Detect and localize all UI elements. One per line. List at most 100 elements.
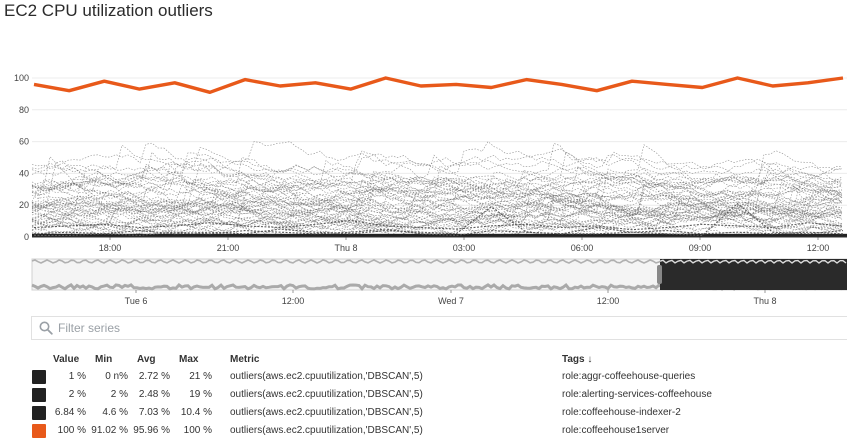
background-series-line [31,213,843,236]
background-series-line [31,181,843,216]
background-series-line [31,144,842,178]
row-tags: role:coffeehouse1server [562,425,670,436]
background-series-line [31,176,843,204]
row-min: 0 n% [105,371,128,382]
x-tick-label: 18:00 [99,243,122,253]
header-value[interactable]: Value [53,354,80,365]
x-tick-label: 21:00 [217,243,240,253]
x-tick-label: 03:00 [453,243,476,253]
background-series-line [31,179,843,217]
y-tick-label: 40 [19,168,29,178]
header-tags[interactable]: Tags ↓ [562,354,593,365]
navigator-tick-label: Wed 7 [438,296,464,306]
background-series-line [31,162,843,200]
legend-row[interactable]: 2 % 2 % 2.48 % 19 % outliers(aws.ec2.cpu… [0,385,847,404]
background-series-group [31,141,843,236]
background-series-line [31,178,843,216]
background-series-line [31,154,843,190]
background-series-line [31,172,843,198]
legend-row[interactable]: 6.84 % 4.6 % 7.03 % 10.4 % outliers(aws.… [0,403,847,422]
background-series-line [31,150,843,192]
row-tags: role:coffeehouse-indexer-2 [562,407,681,418]
row-avg: 2.72 % [138,371,170,382]
background-series-line [31,187,843,220]
series-swatch [32,388,46,402]
row-max: 10.4 % [180,407,212,418]
baseline-band [32,233,847,237]
series-line-role-coffeehouse-indexer-2 [33,219,844,231]
row-tags: role:aggr-coffeehouse-queries [562,371,696,382]
filter-series-box[interactable] [31,316,847,340]
filter-series-input[interactable] [58,318,658,338]
header-avg[interactable]: Avg [137,354,156,365]
series-swatch [32,406,46,420]
navigator-selection-line [659,259,847,264]
background-series-line [31,200,843,225]
background-series-line [31,177,843,228]
series-line-role-coffeehouse1server [33,76,844,94]
row-value: 100 % [57,425,86,436]
background-series-line [31,193,843,236]
background-series-line [31,165,843,220]
background-series-line [31,184,843,214]
search-icon [39,321,53,335]
background-series-line [31,180,843,230]
background-series-line [31,172,843,201]
navigator-chart[interactable]: Tue 6 12:00 Wed 7 12:00 Thu 8 [0,255,847,310]
row-avg: 7.03 % [138,407,170,418]
x-tick-label: 06:00 [571,243,594,253]
legend-row[interactable]: 100 % 91.02 % 95.96 % 100 % outliers(aws… [0,421,847,440]
navigator-tick-label: 12:00 [282,296,305,306]
row-max: 19 % [189,389,212,400]
header-min[interactable]: Min [95,354,113,365]
background-series-line [31,157,843,195]
row-tags: role:alerting-services-coffeehouse [562,389,712,400]
y-tick-label: 0 [24,232,29,242]
navigator-tick-label: Thu 8 [753,296,776,306]
background-series-line [31,198,843,236]
background-series-line [31,178,843,220]
background-series-line [31,192,843,231]
x-tick-label: 09:00 [689,243,712,253]
navigator-handle[interactable] [657,265,662,284]
row-min: 2 % [110,389,128,400]
background-series-line [31,207,843,230]
background-series-line [31,206,843,236]
y-tick-label: 80 [19,105,29,115]
legend-table: Value Min Avg Max Metric Tags ↓ 1 % 0 n%… [0,350,847,448]
background-series-line [31,144,843,203]
row-metric: outliers(aws.ec2.cpuutilization,'DBSCAN'… [230,389,423,400]
header-max[interactable]: Max [179,354,199,365]
background-series-line [32,150,843,201]
row-max: 100 % [183,425,212,436]
row-metric: outliers(aws.ec2.cpuutilization,'DBSCAN'… [230,371,423,382]
row-avg: 95.96 % [133,425,170,436]
row-value: 2 % [68,389,86,400]
background-series-line [31,163,843,193]
row-metric: outliers(aws.ec2.cpuutilization,'DBSCAN'… [230,407,423,418]
background-series-line [31,143,843,194]
row-min: 91.02 % [91,425,128,436]
background-series-line [31,187,843,231]
legend-row[interactable]: 1 % 0 n% 2.72 % 21 % outliers(aws.ec2.cp… [0,367,847,386]
row-avg: 2.48 % [138,389,170,400]
row-value: 6.84 % [54,407,86,418]
y-tick-label: 100 [14,73,29,83]
series-swatch [32,370,46,384]
background-series-line [31,151,843,206]
row-value: 1 % [68,371,86,382]
background-series-line [31,190,843,221]
row-min: 4.6 % [102,407,128,418]
y-tick-label: 60 [19,137,29,147]
header-metric[interactable]: Metric [230,354,260,365]
background-series-line [31,176,843,217]
background-series-line [31,172,843,215]
navigator-selection [660,259,847,290]
main-chart[interactable]: 0 20 40 60 80 100 18:00 21:00 Thu 8 03:00 06:00 09:… [0,60,847,255]
background-series-line [31,175,843,200]
background-series-line [31,200,843,232]
background-series-line [31,141,843,181]
series-swatch [32,424,46,438]
navigator-tick-label: Tue 6 [125,296,148,306]
background-series-line [31,141,843,179]
